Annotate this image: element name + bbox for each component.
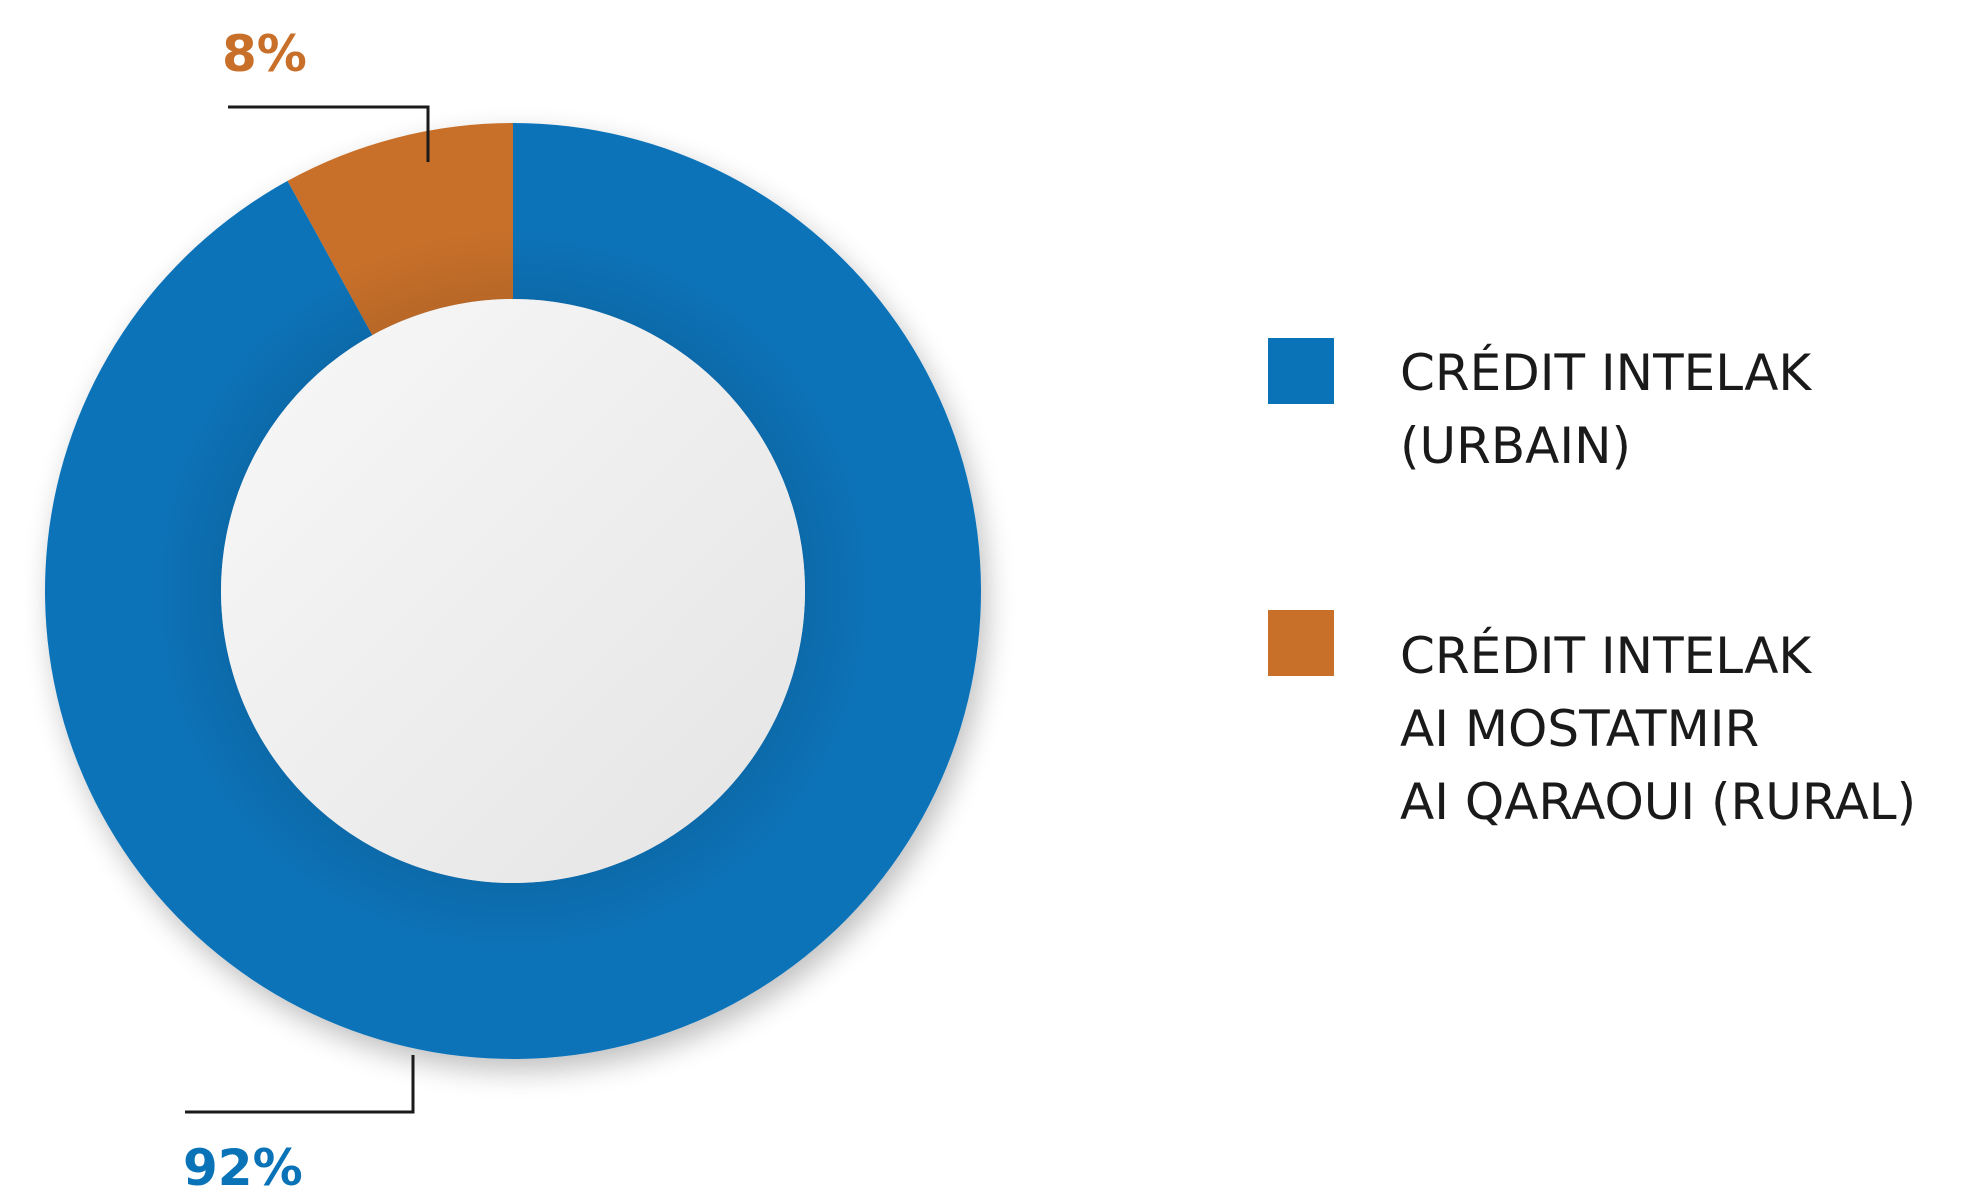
- legend-label-rural-line2: AI MOSTATMIR: [1400, 700, 1759, 758]
- legend-swatch-urbain: [1268, 338, 1334, 404]
- legend-swatch-rural: [1268, 610, 1334, 676]
- legend-label-urbain-line2: (URBAIN): [1400, 417, 1631, 475]
- donut-hole: [221, 299, 805, 883]
- legend-label-rural-line3: AI QARAOUI (RURAL): [1400, 773, 1916, 831]
- leader-lines: [185, 105, 430, 1114]
- legend-label-rural-line1: CRÉDIT INTELAK: [1400, 626, 1812, 685]
- data-label-92: 92%: [183, 1139, 303, 1192]
- legend-label-urbain-line1: CRÉDIT INTELAK: [1400, 343, 1812, 402]
- legend: CRÉDIT INTELAK (URBAIN) CRÉDIT INTELAK A…: [1268, 338, 1916, 831]
- data-label-8: 8%: [222, 25, 307, 83]
- leader-line-92: [185, 1055, 415, 1114]
- leader-line-8: [228, 105, 430, 162]
